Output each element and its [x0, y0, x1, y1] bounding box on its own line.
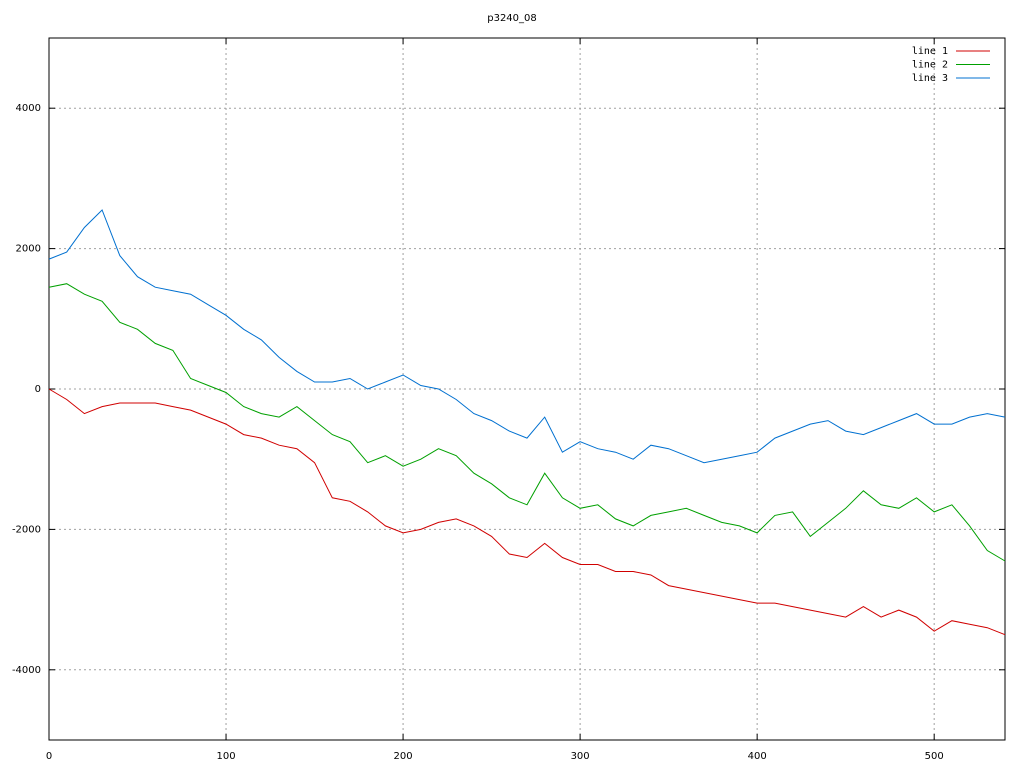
y-tick-label: -4000	[12, 665, 41, 676]
data-line	[48, 388, 1006, 636]
data-line	[48, 209, 1006, 464]
x-tick-label: 0	[46, 751, 52, 762]
x-tick-label: 300	[571, 751, 590, 762]
y-tick-label: 4000	[16, 103, 41, 114]
plot-frame	[48, 37, 1006, 741]
y-tick-label: 2000	[16, 244, 41, 255]
y-tick-label: 0	[35, 384, 41, 395]
data-line	[48, 283, 1006, 562]
x-tick-label: 400	[748, 751, 767, 762]
legend-label: line 1	[912, 46, 948, 57]
legend-label: line 2	[912, 60, 948, 71]
x-tick-label: 500	[925, 751, 944, 762]
x-tick-label: 200	[394, 751, 413, 762]
y-tick-label: -2000	[12, 524, 41, 535]
x-tick-label: 100	[216, 751, 235, 762]
chart-title: p3240_08	[487, 13, 537, 24]
legend-label: line 3	[912, 73, 948, 84]
